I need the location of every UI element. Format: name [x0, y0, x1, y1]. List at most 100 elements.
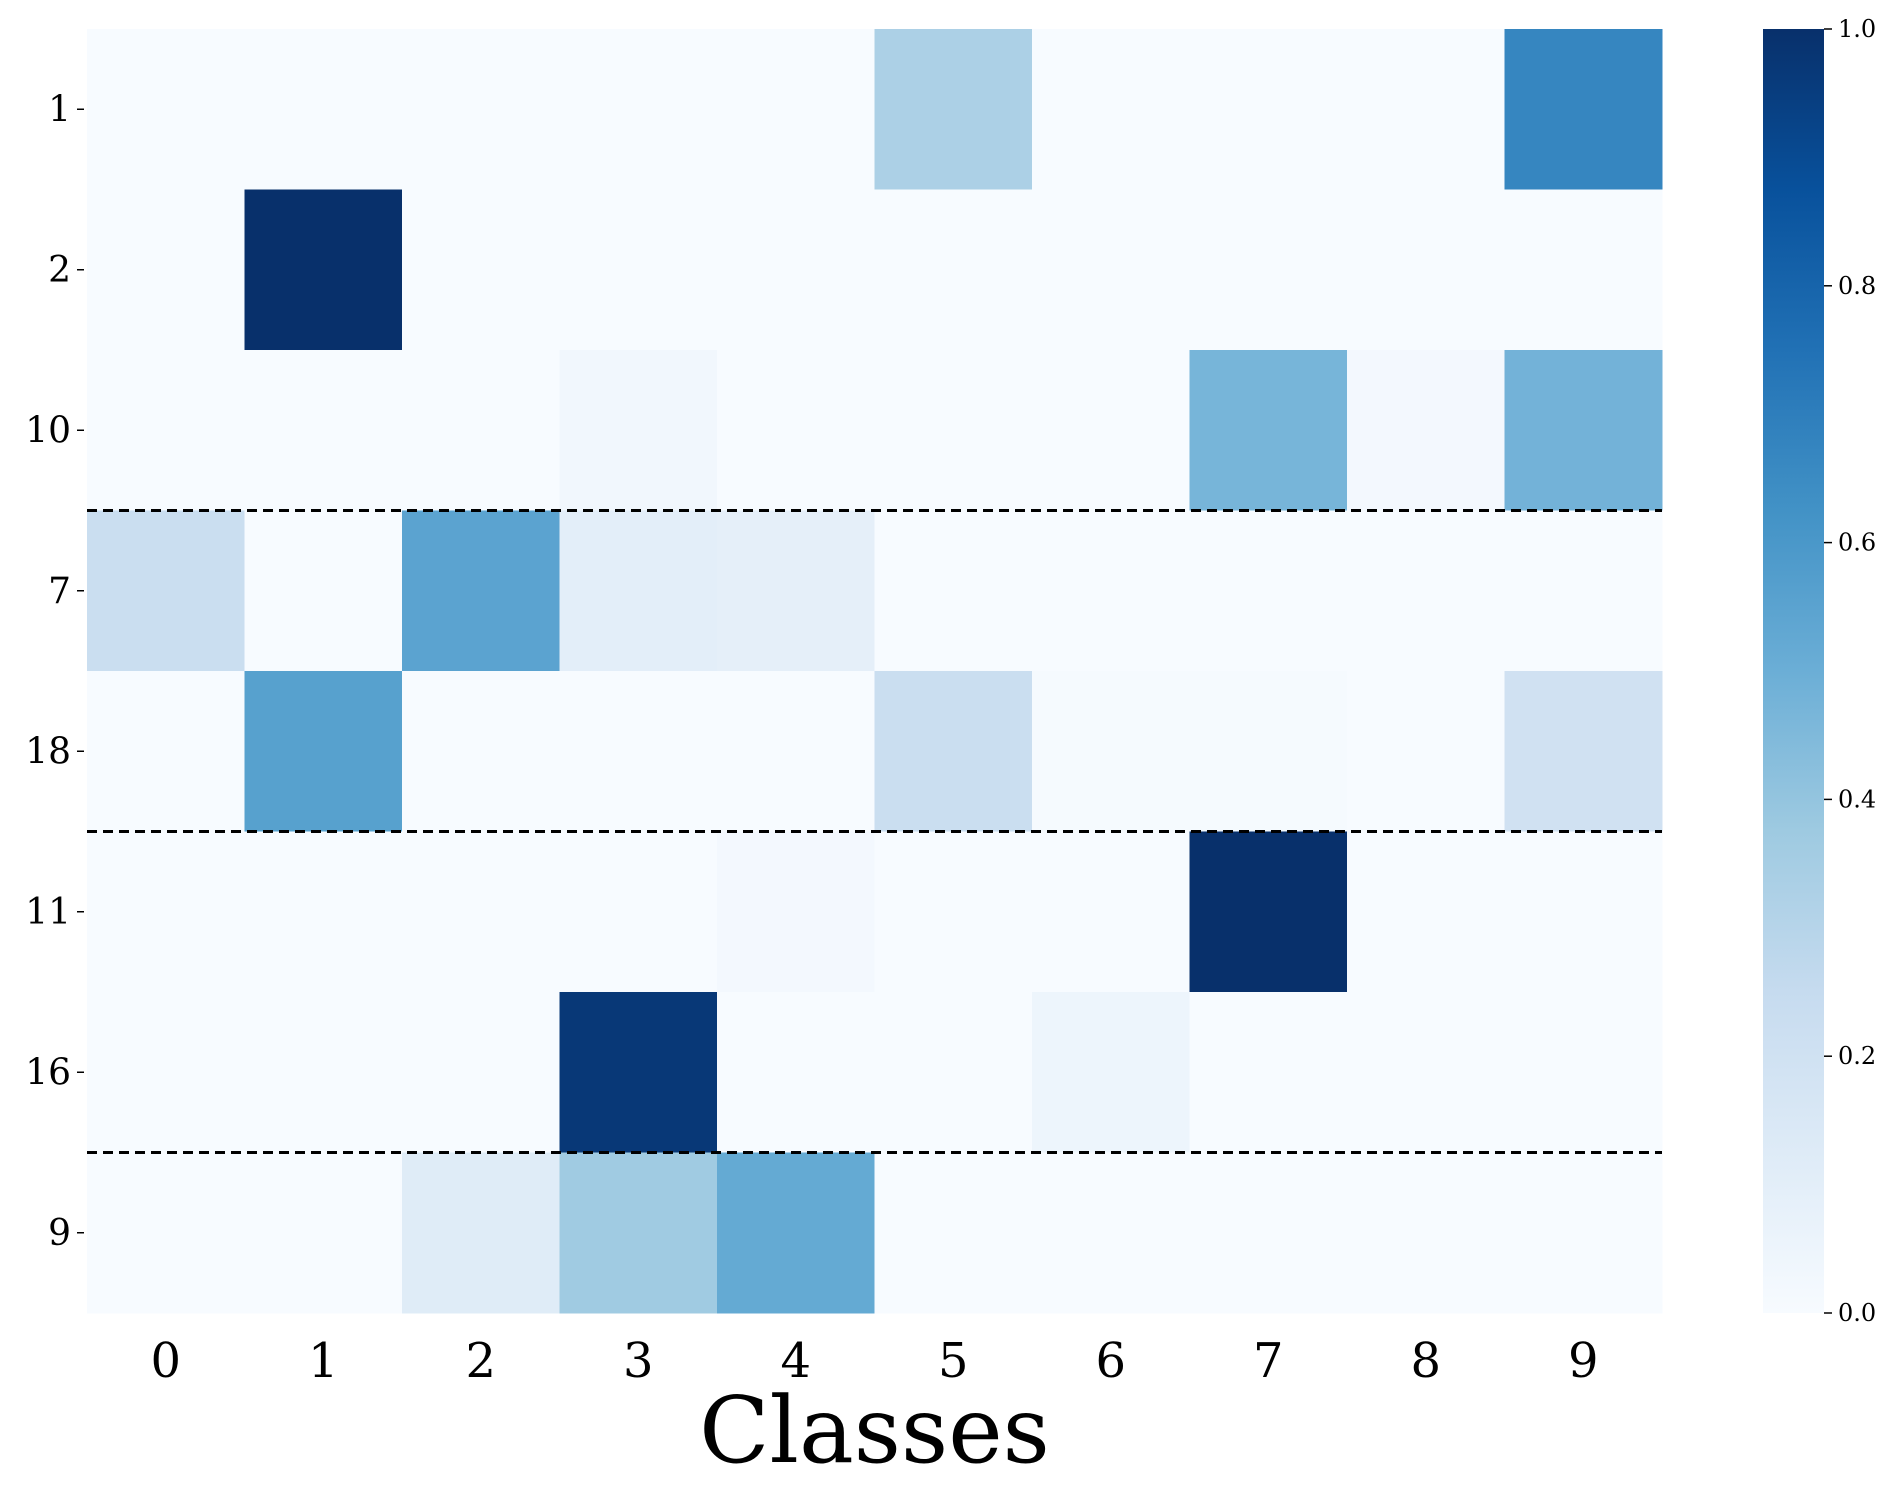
heatmap-cell — [1504, 671, 1663, 832]
heatmap-cell — [1032, 189, 1190, 351]
heatmap-cell — [1504, 1152, 1663, 1314]
heatmap-cell — [244, 510, 403, 672]
colorbar-tick-label: 0.4 — [1838, 785, 1876, 813]
x-tick-label: 2 — [465, 1333, 496, 1389]
heatmap-cell — [559, 992, 718, 1153]
colorbar-tick-label: 0.8 — [1838, 272, 1876, 300]
heatmap-cell — [559, 831, 718, 993]
heatmap-cell — [402, 1152, 560, 1314]
heatmap-cell — [87, 1152, 245, 1314]
heatmap-cell — [1347, 510, 1505, 672]
heatmap-cell — [244, 1152, 403, 1314]
heatmap-cell — [874, 1152, 1033, 1314]
heatmap-cell — [1347, 350, 1505, 511]
heatmap-cell — [1189, 189, 1348, 351]
heatmap-cell — [717, 671, 875, 832]
heatmap-cell — [1189, 992, 1348, 1153]
colorbar-tick-label: 0.0 — [1838, 1299, 1876, 1327]
x-axis-ticks: 0 1 2 3 4 5 6 7 8 9 — [150, 1333, 1598, 1389]
heatmap-cell — [1032, 671, 1190, 832]
heatmap-cell — [874, 992, 1033, 1153]
heatmap-cell — [244, 831, 403, 993]
x-tick-label: 9 — [1568, 1333, 1599, 1389]
x-tick-label: 1 — [308, 1333, 339, 1389]
heatmap-cell — [717, 510, 875, 672]
heatmap-cell — [717, 29, 875, 190]
heatmap-cell — [874, 350, 1033, 511]
heatmap-cell — [402, 992, 560, 1153]
heatmap-cell — [1347, 831, 1505, 993]
heatmap-cell — [402, 29, 560, 190]
colorbar-tick-label: 0.6 — [1838, 529, 1876, 557]
heatmap-cell — [874, 831, 1033, 993]
heatmap-cell — [1032, 831, 1190, 993]
heatmap-cell — [874, 29, 1033, 190]
colorbar-gradient — [1763, 29, 1824, 1313]
heatmap-cell — [1347, 1152, 1505, 1314]
y-tick-label: 9 — [48, 1213, 71, 1254]
heatmap-cell — [87, 189, 245, 351]
y-tick-label: 10 — [25, 410, 71, 451]
x-axis-label: Classes — [699, 1377, 1050, 1484]
heatmap-cell — [87, 992, 245, 1153]
y-tick-label: 16 — [25, 1052, 71, 1093]
heatmap-cell — [402, 350, 560, 511]
heatmap-cell — [402, 510, 560, 672]
heatmap-cell — [874, 189, 1033, 351]
heatmap-cell — [1032, 992, 1190, 1153]
heatmap-cell — [87, 671, 245, 832]
heatmap-cell — [559, 189, 718, 351]
colorbar-tick-label: 0.2 — [1838, 1042, 1876, 1070]
y-tick-label: 2 — [48, 250, 71, 291]
heatmap-cell — [717, 831, 875, 993]
heatmap-cell — [244, 992, 403, 1153]
heatmap-cell — [717, 189, 875, 351]
heatmap-cell — [1032, 510, 1190, 672]
colorbar-tick-label: 1.0 — [1838, 15, 1876, 43]
heatmap-cell — [1347, 992, 1505, 1153]
heatmap-cell — [1032, 29, 1190, 190]
x-tick-label: 6 — [1095, 1333, 1126, 1389]
heatmap-cell — [559, 29, 718, 190]
heatmap-cell — [1504, 189, 1663, 351]
heatmap-cell — [244, 350, 403, 511]
heatmap-cell — [1189, 671, 1348, 832]
x-tick-label: 4 — [780, 1333, 811, 1389]
heatmap-cell — [1504, 992, 1663, 1153]
heatmap-cell — [244, 671, 403, 832]
y-tick-label: 11 — [25, 892, 71, 933]
heatmap-cell — [1032, 350, 1190, 511]
heatmap-cell — [87, 29, 245, 190]
group-separators — [87, 509, 1662, 1154]
heatmap-cell — [402, 831, 560, 993]
heatmap-cell — [559, 671, 718, 832]
y-tick-label: 18 — [25, 731, 71, 772]
x-tick-label: 3 — [623, 1333, 654, 1389]
heatmap-cell — [244, 189, 403, 351]
heatmap-cell — [1189, 350, 1348, 511]
heatmap-cell — [1504, 510, 1663, 672]
heatmap-cell — [87, 510, 245, 672]
x-tick-label: 0 — [150, 1333, 181, 1389]
heatmap-cell — [1189, 1152, 1348, 1314]
y-axis-ticks: 1 2 10 7 18 11 16 9 — [25, 89, 84, 1254]
heatmap-cell — [87, 350, 245, 511]
heatmap-cell — [559, 1152, 718, 1314]
x-tick-label: 7 — [1253, 1333, 1284, 1389]
heatmap-cell — [874, 671, 1033, 832]
heatmap-cells — [87, 29, 1663, 1314]
heatmap-cell — [1347, 29, 1505, 190]
heatmap-cell — [874, 510, 1033, 672]
x-tick-label: 8 — [1410, 1333, 1441, 1389]
heatmap-cell — [1189, 510, 1348, 672]
heatmap-cell — [1189, 29, 1348, 190]
heatmap-cell — [717, 350, 875, 511]
heatmap-cell — [402, 189, 560, 351]
x-tick-label: 5 — [938, 1333, 969, 1389]
heatmap-cell — [402, 671, 560, 832]
y-tick-label: 7 — [48, 571, 71, 612]
heatmap-cell — [1504, 350, 1663, 511]
heatmap-cell — [559, 350, 718, 511]
heatmap-cell — [1032, 1152, 1190, 1314]
